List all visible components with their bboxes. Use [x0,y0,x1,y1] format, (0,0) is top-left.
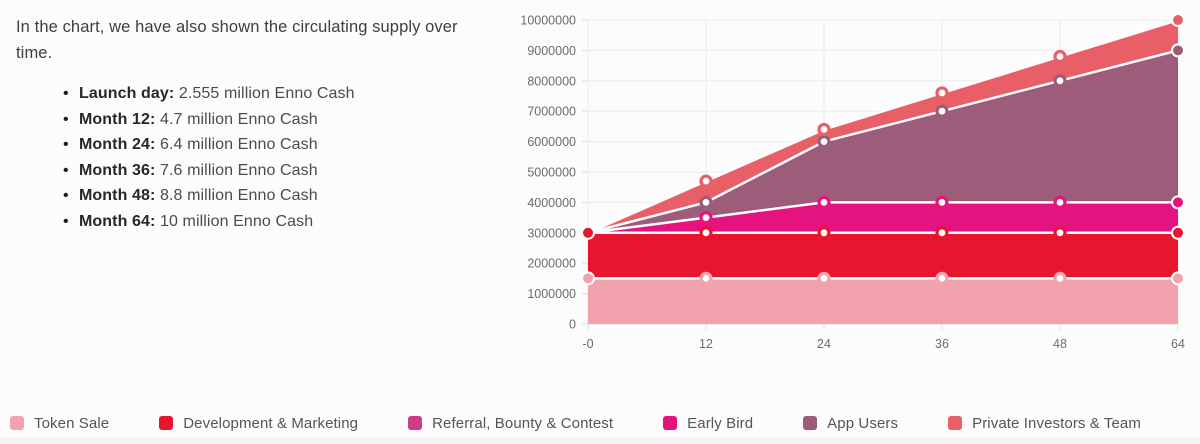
circulating-supply-chart[interactable]: 0 1000000 2000000 3000000 4000000 5000000 6000… [490,0,1200,380]
supply-point: Month 48: 8.8 million Enno Cash [63,186,486,206]
area-early-bird [588,202,1178,233]
supply-point: Month 36: 7.6 million Enno Cash [63,161,486,181]
legend-swatch [948,416,963,430]
y-axis-tick-label: 3000000 [527,226,576,240]
legend-label: Referral, Bounty & Contest [432,414,614,432]
series-line [586,201,1180,235]
legend-item-development-marketing[interactable]: Development & Marketing [159,415,358,432]
legend-label: App Users [827,414,899,432]
supply-point-label: Month 12: [79,110,156,128]
data-point[interactable] [935,104,949,118]
data-point[interactable] [935,226,949,240]
data-point[interactable] [699,271,713,285]
section-divider [0,437,1200,444]
legend-item-token-sale[interactable]: Token Sale [10,415,109,432]
data-point[interactable] [1053,195,1067,209]
data-point[interactable] [935,271,949,285]
supply-point-value: 2.555 million Enno Cash [174,85,355,102]
legend-item-early-bird[interactable]: Early Bird [663,415,753,432]
data-point[interactable] [699,174,713,188]
data-point[interactable] [1171,13,1185,27]
data-point[interactable] [817,195,831,209]
data-point[interactable] [935,86,949,100]
supply-point-value: 6.4 million Enno Cash [155,136,318,153]
legend-item-app-users[interactable]: App Users [803,415,898,432]
data-point[interactable] [1171,271,1185,286]
legend-swatch [10,416,24,430]
supply-point: Month 12: 4.7 million Enno Cash [63,110,486,130]
y-axis-tick-label: 1000000 [527,287,576,301]
supply-point: Month 64: 10 million Enno Cash [63,212,486,232]
supply-point-label: Month 64: [79,212,156,230]
data-point[interactable] [699,211,713,225]
series-line [586,49,1180,235]
y-axis-tick-label: 2000000 [527,257,576,271]
series-markers [581,13,1185,286]
x-axis-tick-label: 24 [817,337,831,351]
legend-item-referral-bounty-contest[interactable]: Referral, Bounty & Contest [408,415,613,432]
supply-point-value: 4.7 million Enno Cash [155,110,318,128]
axis-labels: 0 1000000 2000000 3000000 4000000 5000000 6000… [520,14,1185,352]
legend-label: Early Bird [687,414,754,432]
area-development-marketing [588,232,1178,279]
data-point[interactable] [1171,43,1185,58]
legend-label: Development & Marketing [183,414,359,432]
data-point[interactable] [1171,195,1185,210]
series-lines [586,18,1180,280]
y-axis-tick-label: 8000000 [527,74,576,88]
data-point[interactable] [935,195,949,209]
y-axis-tick-label: 6000000 [527,135,576,149]
x-axis-tick-label: 36 [935,337,949,351]
data-point[interactable] [1053,226,1067,240]
data-point[interactable] [699,195,713,209]
x-axis-tick-label: 12 [699,337,713,351]
y-axis-tick-label: 0 [569,318,576,332]
supply-point-label: Month 36: [79,161,156,179]
supply-list: Launch day: 2.555 million Enno Cash Month… [16,84,486,231]
y-axis-tick-label: 4000000 [527,196,576,210]
y-axis-tick-label: 10000000 [520,14,576,28]
data-point[interactable] [817,122,831,137]
area-token-sale [588,278,1178,324]
data-point[interactable] [581,271,595,286]
y-axis-tick-label: 5000000 [527,166,576,180]
supply-point: Month 24: 6.4 million Enno Cash [63,135,486,155]
intro-text: In the chart, we have also shown the cir… [16,18,458,62]
supply-point-value: 7.6 million Enno Cash [155,161,318,179]
supply-point-label: Month 24: [79,136,156,153]
data-point[interactable] [817,271,831,285]
legend-swatch [803,416,818,430]
x-axis-tick-label: 64 [1171,337,1185,351]
y-axis-tick-label: 7000000 [527,105,576,119]
data-point[interactable] [1053,49,1067,64]
data-point[interactable] [1053,74,1067,88]
legend-label: Private Investors & Team [972,414,1141,432]
chart-legend: Token Sale Development & Marketing Referra… [0,409,1200,437]
supply-point-value: 8.8 million Enno Cash [155,187,318,204]
data-point[interactable] [1053,271,1067,285]
data-point[interactable] [817,135,831,149]
data-point[interactable] [581,225,595,240]
legend-swatch [159,416,174,430]
supply-description: In the chart, we have also shown the cir… [16,14,486,237]
data-point[interactable] [817,226,831,240]
series-line [586,18,1180,235]
legend-swatch [663,416,678,430]
y-axis-tick-label: 9000000 [527,44,576,58]
supply-point-label: Month 48: [79,187,156,204]
x-axis-tick-label: -0 [582,337,593,351]
legend-item-private-investors-team[interactable]: Private Investors & Team [948,415,1141,432]
legend-label: Token Sale [34,414,110,432]
x-axis-tick-label: 48 [1053,337,1067,351]
stacked-area-chart[interactable]: 0 1000000 2000000 3000000 4000000 5000000 6000… [490,0,1200,380]
data-point[interactable] [1171,225,1185,240]
supply-point-label: Launch day: [79,85,175,102]
data-point[interactable] [699,226,713,240]
supply-point-value: 10 million Enno Cash [155,212,314,230]
supply-point: Launch day: 2.555 million Enno Cash [63,84,486,104]
legend-swatch [408,416,423,430]
